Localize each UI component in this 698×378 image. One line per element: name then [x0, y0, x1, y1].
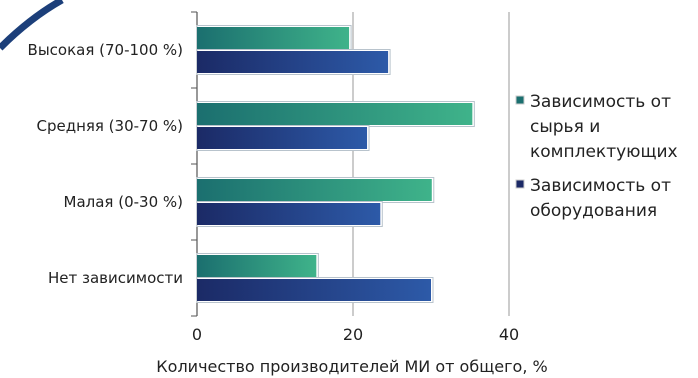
x-tick-label: 40 [499, 325, 519, 344]
legend: Зависимость от сырья и комплектующих Зависи… [515, 92, 678, 221]
legend-label: Зависимость от [530, 176, 671, 196]
bar [197, 27, 350, 49]
category-label: Высокая (70-100 %) [28, 41, 183, 59]
legend-label: оборудования [530, 201, 657, 221]
x-axis: 0 20 40 [192, 325, 519, 344]
category-label: Средняя (30-70 %) [36, 117, 183, 135]
bar [197, 127, 368, 149]
category-label: Нет зависимости [48, 269, 183, 287]
bar [197, 179, 432, 201]
legend-label: Зависимость от [530, 92, 671, 112]
category-label: Малая (0-30 %) [64, 193, 183, 211]
legend-label: комплектующих [530, 142, 678, 162]
plot-area: Высокая (70-100 %) Средняя (30-70 %) Малая… [28, 11, 510, 317]
legend-label: сырья и [530, 117, 600, 137]
x-axis-title: Количество производителей МИ от общего, … [156, 357, 547, 376]
x-tick-label: 0 [192, 325, 202, 344]
legend-swatch [515, 179, 525, 189]
legend-swatch [515, 95, 525, 105]
decorative-corner-stroke [0, 0, 64, 51]
x-tick-label: 20 [343, 325, 363, 344]
bar [197, 279, 431, 301]
bar [197, 203, 381, 225]
bar [197, 255, 317, 277]
bar [197, 103, 473, 125]
bar [197, 51, 389, 73]
